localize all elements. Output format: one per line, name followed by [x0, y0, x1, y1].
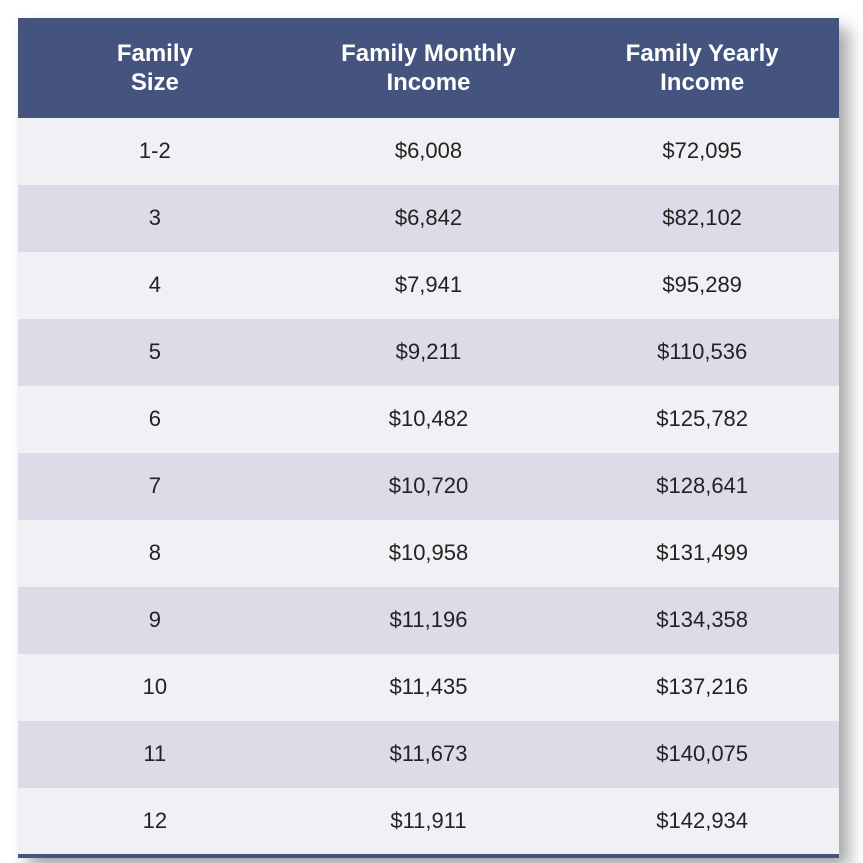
cell-family-size: 12: [18, 788, 292, 856]
cell-family-size: 7: [18, 453, 292, 520]
cell-yearly: $128,641: [565, 453, 839, 520]
cell-yearly: $140,075: [565, 721, 839, 788]
cell-family-size: 8: [18, 520, 292, 587]
table-row: 3 $6,842 $82,102: [18, 185, 839, 252]
cell-family-size: 1-2: [18, 118, 292, 185]
cell-yearly: $82,102: [565, 185, 839, 252]
cell-monthly: $9,211: [292, 319, 566, 386]
cell-yearly: $110,536: [565, 319, 839, 386]
table-row: 4 $7,941 $95,289: [18, 252, 839, 319]
cell-family-size: 10: [18, 654, 292, 721]
table-body: 1-2 $6,008 $72,095 3 $6,842 $82,102 4 $7…: [18, 118, 839, 856]
table-row: 9 $11,196 $134,358: [18, 587, 839, 654]
table-row: 11 $11,673 $140,075: [18, 721, 839, 788]
cell-monthly: $10,720: [292, 453, 566, 520]
table-header: Family Size Family Monthly Income Family…: [18, 19, 839, 118]
cell-family-size: 9: [18, 587, 292, 654]
cell-yearly: $142,934: [565, 788, 839, 856]
cell-monthly: $11,435: [292, 654, 566, 721]
header-row: Family Size Family Monthly Income Family…: [18, 19, 839, 118]
header-line2: Income: [386, 69, 470, 96]
cell-family-size: 4: [18, 252, 292, 319]
col-header-family-size: Family Size: [18, 19, 292, 118]
table-row: 12 $11,911 $142,934: [18, 788, 839, 856]
table-row: 6 $10,482 $125,782: [18, 386, 839, 453]
col-header-monthly-income: Family Monthly Income: [292, 19, 566, 118]
cell-monthly: $11,196: [292, 587, 566, 654]
cell-family-size: 3: [18, 185, 292, 252]
col-header-yearly-income: Family Yearly Income: [565, 19, 839, 118]
cell-monthly: $11,911: [292, 788, 566, 856]
income-table-container: Family Size Family Monthly Income Family…: [18, 18, 839, 858]
header-line1: Family Monthly: [341, 40, 516, 67]
header-line2: Size: [131, 69, 179, 96]
header-line2: Income: [660, 69, 744, 96]
cell-family-size: 5: [18, 319, 292, 386]
header-line1: Family Yearly: [626, 40, 779, 67]
income-table: Family Size Family Monthly Income Family…: [18, 18, 839, 858]
cell-yearly: $131,499: [565, 520, 839, 587]
table-row: 1-2 $6,008 $72,095: [18, 118, 839, 185]
cell-monthly: $10,958: [292, 520, 566, 587]
cell-monthly: $11,673: [292, 721, 566, 788]
table-row: 5 $9,211 $110,536: [18, 319, 839, 386]
cell-yearly: $137,216: [565, 654, 839, 721]
cell-yearly: $72,095: [565, 118, 839, 185]
cell-family-size: 6: [18, 386, 292, 453]
table-row: 10 $11,435 $137,216: [18, 654, 839, 721]
cell-yearly: $134,358: [565, 587, 839, 654]
cell-yearly: $125,782: [565, 386, 839, 453]
cell-monthly: $6,842: [292, 185, 566, 252]
cell-monthly: $10,482: [292, 386, 566, 453]
cell-yearly: $95,289: [565, 252, 839, 319]
cell-monthly: $6,008: [292, 118, 566, 185]
cell-family-size: 11: [18, 721, 292, 788]
table-row: 8 $10,958 $131,499: [18, 520, 839, 587]
header-line1: Family: [117, 40, 193, 67]
table-row: 7 $10,720 $128,641: [18, 453, 839, 520]
cell-monthly: $7,941: [292, 252, 566, 319]
